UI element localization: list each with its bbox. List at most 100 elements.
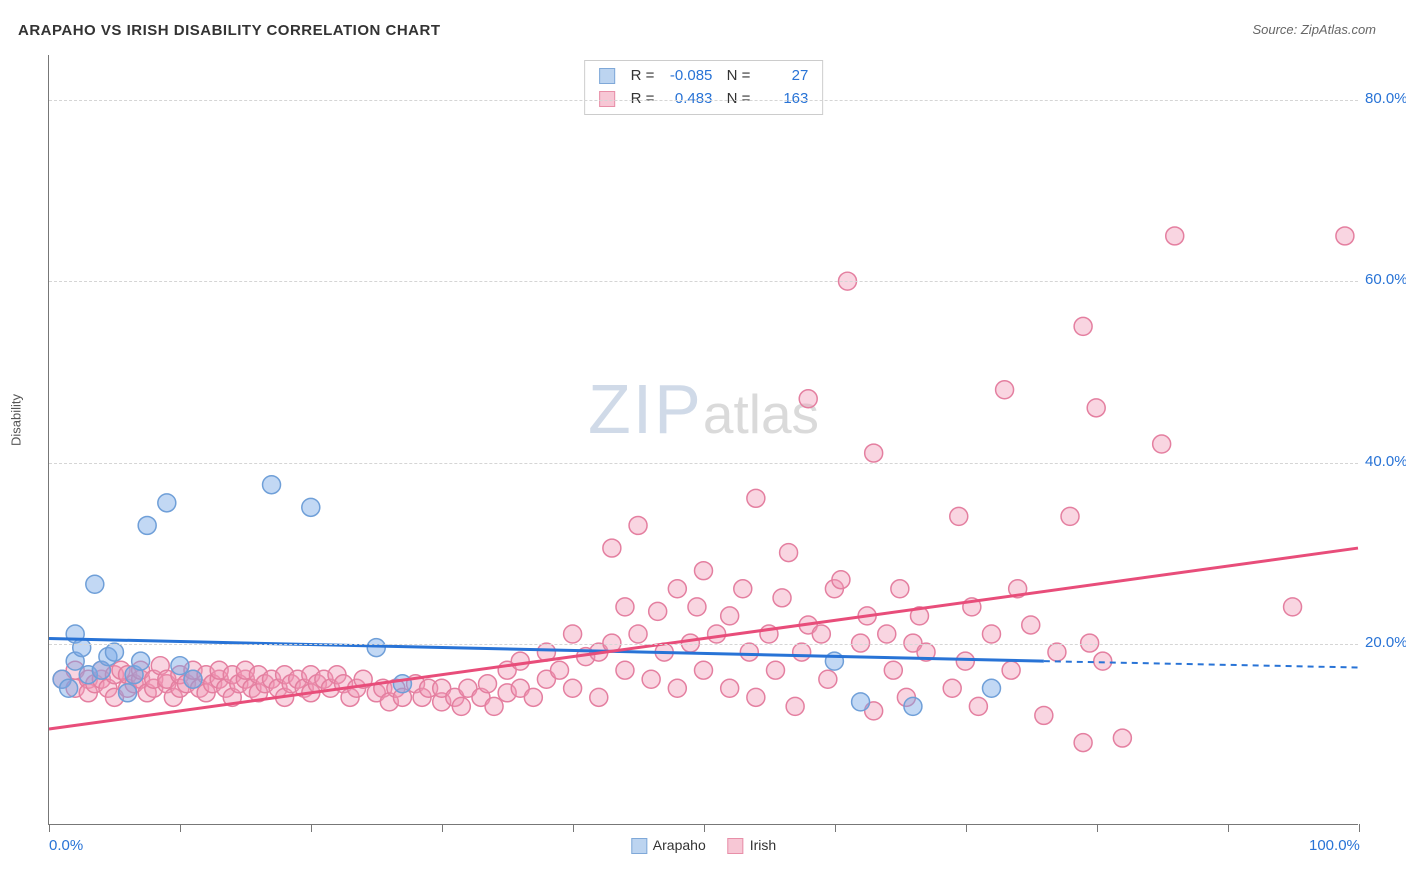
x-tick — [442, 824, 443, 832]
data-point — [1074, 734, 1092, 752]
data-point — [158, 494, 176, 512]
data-point — [786, 697, 804, 715]
r-label: R = — [631, 65, 655, 88]
plot-area: ZIPatlas R = -0.085 N = 27 R = 0.483 N =… — [48, 55, 1358, 825]
x-tick — [180, 824, 181, 832]
data-point — [819, 670, 837, 688]
data-point — [747, 489, 765, 507]
data-point — [629, 625, 647, 643]
legend-item-arapaho: Arapaho — [631, 837, 706, 854]
data-point — [479, 675, 497, 693]
x-tick — [1097, 824, 1098, 832]
n-value-irish: 163 — [760, 88, 808, 111]
source-label: Source: ZipAtlas.com — [1252, 22, 1376, 37]
grid-line — [49, 100, 1358, 101]
data-point — [793, 643, 811, 661]
y-tick-label: 80.0% — [1365, 90, 1406, 107]
legend-label-irish: Irish — [750, 837, 776, 853]
data-point — [511, 652, 529, 670]
data-point — [982, 625, 1000, 643]
data-point — [171, 657, 189, 675]
data-point — [393, 675, 411, 693]
data-point — [695, 562, 713, 580]
data-point — [616, 598, 634, 616]
data-point — [119, 684, 137, 702]
swatch-irish-icon — [728, 838, 744, 854]
swatch-arapaho-icon — [631, 838, 647, 854]
data-point — [891, 580, 909, 598]
y-tick-label: 60.0% — [1365, 271, 1406, 288]
data-point — [452, 697, 470, 715]
data-point — [73, 639, 91, 657]
data-point — [852, 693, 870, 711]
x-tick-label: 0.0% — [49, 837, 83, 854]
data-point — [996, 381, 1014, 399]
legend-bottom: Arapaho Irish — [631, 837, 776, 854]
data-point — [969, 697, 987, 715]
data-point — [1022, 616, 1040, 634]
grid-line — [49, 281, 1358, 282]
data-point — [721, 679, 739, 697]
trend-line-extrapolated — [1044, 661, 1358, 667]
data-point — [138, 516, 156, 534]
data-point — [1284, 598, 1302, 616]
data-point — [184, 670, 202, 688]
data-point — [668, 679, 686, 697]
data-point — [1113, 729, 1131, 747]
n-value-arapaho: 27 — [760, 65, 808, 88]
stats-row-irish: R = 0.483 N = 163 — [599, 88, 809, 111]
data-point — [263, 476, 281, 494]
chart-title: ARAPAHO VS IRISH DISABILITY CORRELATION … — [18, 22, 441, 39]
x-tick — [311, 824, 312, 832]
swatch-irish — [599, 91, 615, 107]
data-point — [590, 688, 608, 706]
x-tick — [966, 824, 967, 832]
data-point — [799, 390, 817, 408]
r-label: R = — [631, 88, 655, 111]
data-point — [132, 652, 150, 670]
data-point — [629, 516, 647, 534]
data-point — [780, 544, 798, 562]
data-point — [1035, 706, 1053, 724]
stats-legend: R = -0.085 N = 27 R = 0.483 N = 163 — [584, 60, 824, 115]
data-point — [616, 661, 634, 679]
x-tick — [704, 824, 705, 832]
data-point — [734, 580, 752, 598]
n-label: N = — [722, 65, 750, 88]
data-point — [950, 507, 968, 525]
r-value-irish: 0.483 — [664, 88, 712, 111]
chart-svg — [49, 55, 1358, 824]
data-point — [485, 697, 503, 715]
y-tick-label: 20.0% — [1365, 634, 1406, 651]
x-tick — [573, 824, 574, 832]
grid-line — [49, 644, 1358, 645]
data-point — [105, 643, 123, 661]
data-point — [551, 661, 569, 679]
x-tick — [1228, 824, 1229, 832]
data-point — [1336, 227, 1354, 245]
data-point — [564, 625, 582, 643]
data-point — [708, 625, 726, 643]
x-tick-label: 100.0% — [1309, 837, 1360, 854]
x-tick — [49, 824, 50, 832]
data-point — [1074, 317, 1092, 335]
data-point — [884, 661, 902, 679]
data-point — [904, 697, 922, 715]
data-point — [878, 625, 896, 643]
data-point — [649, 602, 667, 620]
legend-item-irish: Irish — [728, 837, 776, 854]
data-point — [302, 498, 320, 516]
data-point — [832, 571, 850, 589]
data-point — [1094, 652, 1112, 670]
y-tick-label: 40.0% — [1365, 453, 1406, 470]
stats-row-arapaho: R = -0.085 N = 27 — [599, 65, 809, 88]
data-point — [524, 688, 542, 706]
swatch-arapaho — [599, 68, 615, 84]
data-point — [642, 670, 660, 688]
data-point — [865, 444, 883, 462]
data-point — [1166, 227, 1184, 245]
data-point — [1048, 643, 1066, 661]
data-point — [773, 589, 791, 607]
grid-line — [49, 463, 1358, 464]
data-point — [1153, 435, 1171, 453]
